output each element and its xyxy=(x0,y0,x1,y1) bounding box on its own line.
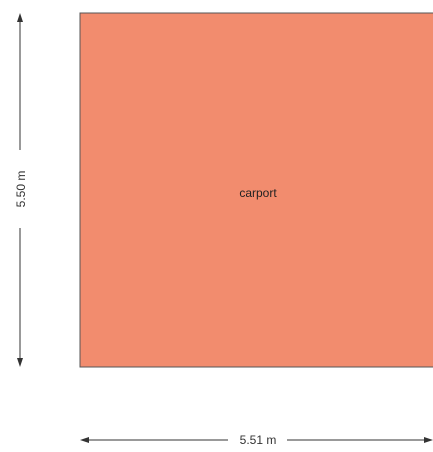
height-arrow-down xyxy=(17,358,23,367)
width-label: 5.51 m xyxy=(240,433,277,447)
width-arrow-left xyxy=(80,437,89,443)
width-dimension: 5.51 m xyxy=(80,433,433,447)
height-dimension: 5.50 m xyxy=(14,13,28,367)
room-label: carport xyxy=(239,186,277,200)
carport-room[interactable] xyxy=(79,12,433,368)
width-arrow-right xyxy=(424,437,433,443)
height-arrow-up xyxy=(17,13,23,22)
height-label: 5.50 m xyxy=(14,171,28,208)
